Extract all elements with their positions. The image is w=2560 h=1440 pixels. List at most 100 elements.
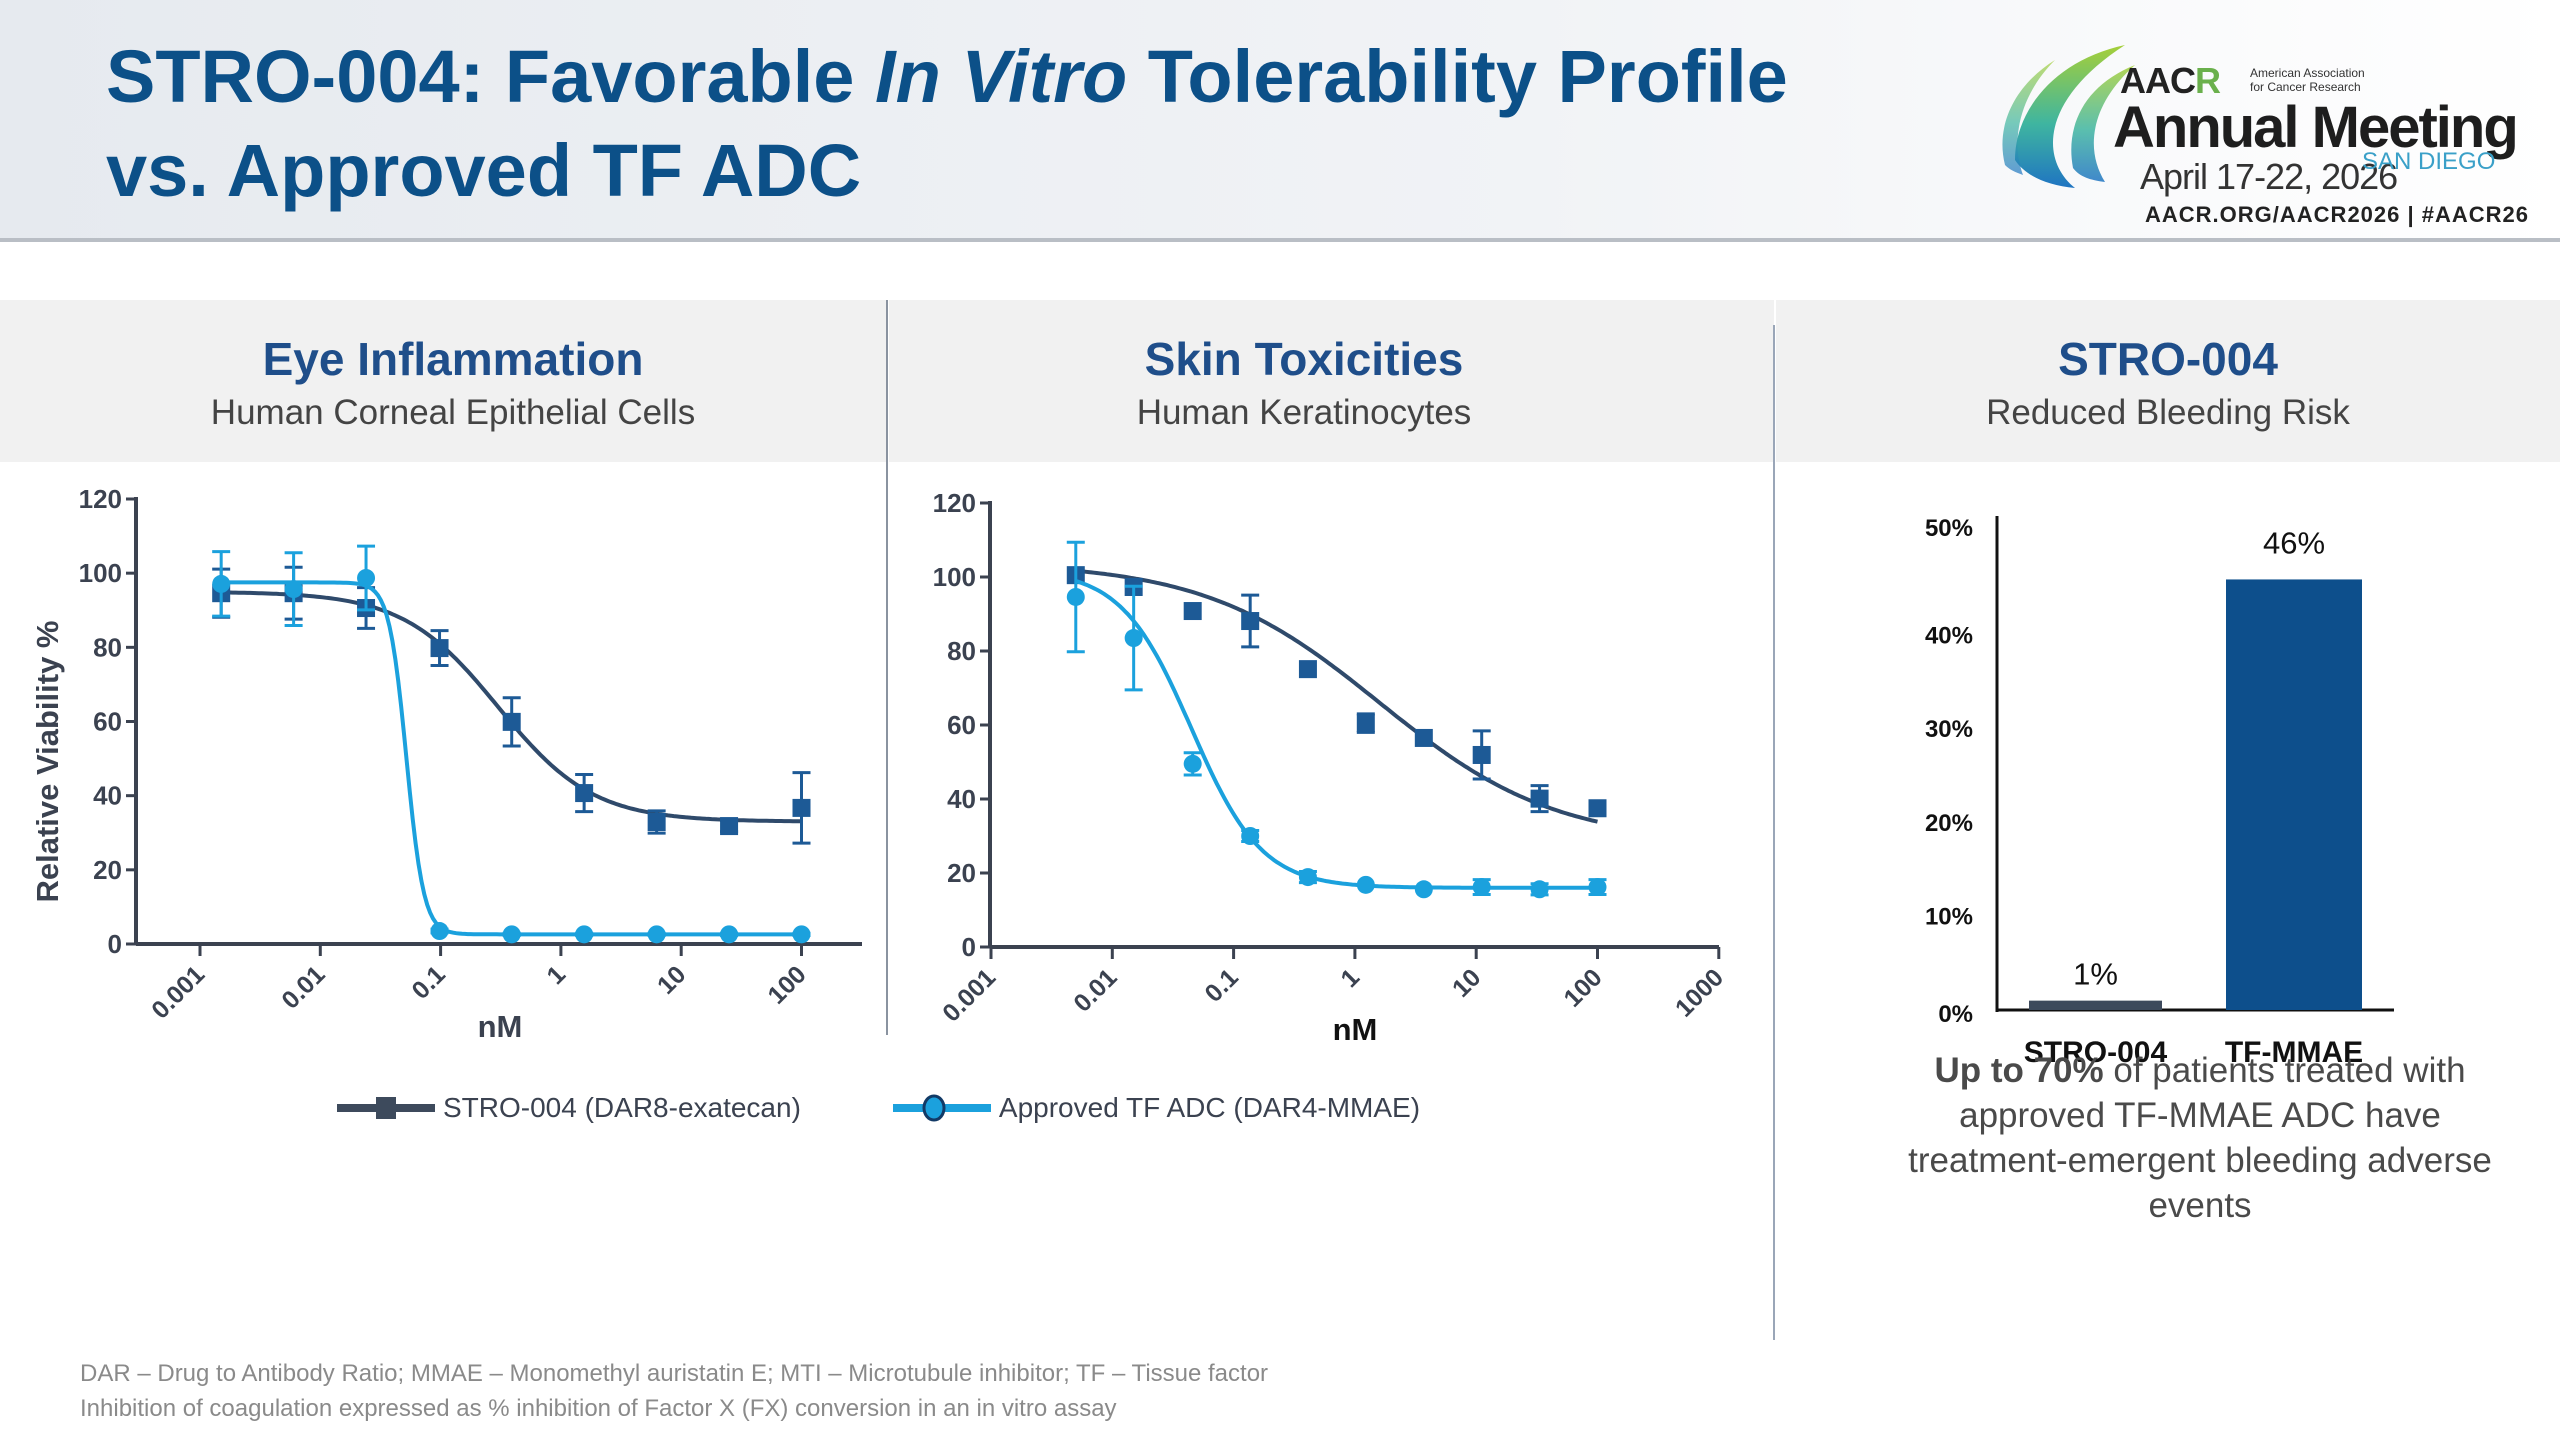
bar-y-tick-label: 30% [1925, 716, 1973, 743]
legend-square-marker-icon [337, 1097, 435, 1119]
data-point-tf-adc [1472, 878, 1491, 897]
fit-curve-stro004 [1075, 568, 1598, 824]
data-point-tf-adc [647, 925, 666, 944]
data-point-tf-adc [1356, 875, 1375, 894]
data-point-tf-adc [1241, 827, 1260, 845]
y-tick-label: 120 [933, 488, 976, 518]
x-tick-label: 0.1 [1199, 963, 1243, 1007]
legend-label-stro004: STRO-004 (DAR8-exatecan) [443, 1092, 801, 1123]
data-point-stro004 [1183, 602, 1202, 621]
logo-aacr-text: AACR [2120, 60, 2221, 101]
footnote-abbreviations: DAR – Drug to Antibody Ratio; MMAE – Mon… [80, 1360, 1269, 1387]
bar-y-tick-label: 50% [1925, 515, 1973, 542]
bleeding-callout: Up to 70% of patients treated with appro… [1880, 1048, 2520, 1228]
y-tick-label: 20 [93, 855, 122, 885]
chart-bleeding-risk: 0% 10% 20% 30% 40% 50% 1% STRO-004 46% TF-MMAE [1925, 515, 2394, 1069]
x-tick-label: 1 [1336, 963, 1366, 993]
panel-band-skin [889, 300, 1774, 462]
y-tick-label: 100 [933, 562, 976, 592]
header-divider [0, 238, 2560, 242]
bar-y-tick-label: 0% [1938, 1001, 1973, 1028]
x-tick-label: 0.001 [937, 963, 1001, 1027]
x-tick-label: 1 [542, 960, 572, 990]
data-point-tf-adc [1414, 880, 1433, 899]
fit-curve-tf-adc [1075, 579, 1598, 890]
bar-y-tick-label: 20% [1925, 810, 1973, 837]
bar-category-label: TF-MMAE [2225, 1036, 2363, 1069]
y-tick-label: 120 [79, 484, 122, 514]
panel-subtitle-skin: Human Keratinocytes [1136, 393, 1472, 432]
legend-item-tf-adc: Approved TF ADC (DAR4-MMAE) [891, 1092, 1420, 1124]
bar-category-label: STRO-004 [2024, 1036, 2168, 1069]
data-point-tf-adc [357, 568, 376, 587]
data-point-tf-adc [1124, 629, 1143, 648]
fit-curve-tf-adc [221, 580, 802, 937]
data-point-stro004 [720, 817, 739, 836]
panel-divider-1 [886, 300, 888, 1035]
data-point-tf-adc [1183, 754, 1202, 773]
bar-data-label: 46% [2263, 525, 2325, 560]
footnote-coagulation: Inhibition of coagulation expressed as %… [80, 1395, 1117, 1422]
logo-city: SAN DIEGO [2362, 148, 2496, 175]
panel-subtitle-eye: Human Corneal Epithelial Cells [210, 393, 696, 432]
logo-dates: April 17-22, 2026 [2140, 156, 2398, 197]
x-tick-label: 100 [1558, 963, 1607, 1012]
data-point-stro004 [502, 712, 521, 731]
data-point-stro004 [792, 798, 811, 817]
logo-url: AACR.ORG/AACR2026 | #AACR26 [2145, 202, 2530, 227]
chart-legend: STRO-004 (DAR8-exatecan) Approved TF ADC… [335, 1092, 1510, 1124]
data-point-tf-adc [575, 925, 594, 944]
data-point-tf-adc [1588, 878, 1607, 897]
data-point-tf-adc [1066, 587, 1085, 606]
bar-tf-mmae [2226, 579, 2362, 1010]
panel-title-bleeding: STRO-004 [2058, 333, 2278, 385]
chart-skin-toxicities: 0 20 40 60 80 100 120 0.001 0.01 0.1 1 10 100 1000 nM [933, 488, 1729, 1047]
data-point-tf-adc [1530, 880, 1549, 899]
y-tick-label: 40 [93, 781, 122, 811]
data-point-stro004 [1414, 728, 1433, 747]
data-point-stro004 [430, 639, 449, 658]
y-tick-label: 0 [962, 932, 976, 962]
y-tick-label: 20 [947, 858, 976, 888]
title-line-1: STRO-004: Favorable In Vitro Tolerabilit… [106, 35, 1788, 118]
data-point-stro004 [1472, 745, 1491, 764]
y-tick-label: 40 [947, 784, 976, 814]
legend-item-stro004: STRO-004 (DAR8-exatecan) [335, 1092, 801, 1124]
data-point-tf-adc [502, 925, 521, 944]
title-italic: In Vitro [875, 35, 1128, 118]
y-tick-label: 60 [93, 707, 122, 737]
y-tick-label: 0 [108, 929, 122, 959]
header-band [0, 0, 2560, 238]
data-point-tf-adc [792, 925, 811, 944]
data-point-stro004 [1241, 612, 1260, 631]
legend-circle-marker-icon [892, 1094, 991, 1122]
legend-label-tf-adc: Approved TF ADC (DAR4-MMAE) [998, 1092, 1421, 1123]
logo-org-name: American Association for Cancer Research [2250, 66, 2365, 94]
y-tick-label: 80 [947, 636, 976, 666]
data-point-stro004 [1298, 660, 1317, 679]
logo-event-name: Annual Meeting [2113, 95, 2519, 160]
data-point-tf-adc [430, 922, 449, 941]
x-tick-label: 10 [652, 960, 691, 999]
data-point-tf-adc [720, 925, 739, 944]
x-tick-label: 0.01 [276, 960, 330, 1014]
page-title: STRO-004: Favorable In Vitro Tolerabilit… [106, 30, 1788, 218]
x-tick-label: 1000 [1670, 963, 1729, 1022]
x-tick-label: 0.001 [146, 960, 210, 1024]
panel-title-eye: Eye Inflammation [262, 333, 644, 385]
x-tick-label: 0.1 [406, 960, 450, 1004]
data-point-stro004 [647, 812, 666, 831]
bar-y-tick-label: 40% [1925, 623, 1973, 650]
y-tick-label: 100 [79, 558, 122, 588]
data-point-tf-adc [1298, 868, 1317, 887]
bar-stro-004 [2029, 1000, 2162, 1010]
data-point-tf-adc [212, 574, 231, 593]
data-point-stro004 [1588, 799, 1607, 818]
data-point-stro004 [575, 784, 594, 803]
aacr-logo: AACR American Association for Cancer Rese… [1995, 18, 2535, 228]
data-point-stro004 [1356, 714, 1375, 733]
footnotes: DAR – Drug to Antibody Ratio; MMAE – Mon… [80, 1356, 1268, 1426]
panel-divider-2 [1773, 325, 1775, 1340]
y-axis-title: Relative Viability % [30, 621, 65, 903]
x-tick-label: 100 [762, 960, 811, 1009]
